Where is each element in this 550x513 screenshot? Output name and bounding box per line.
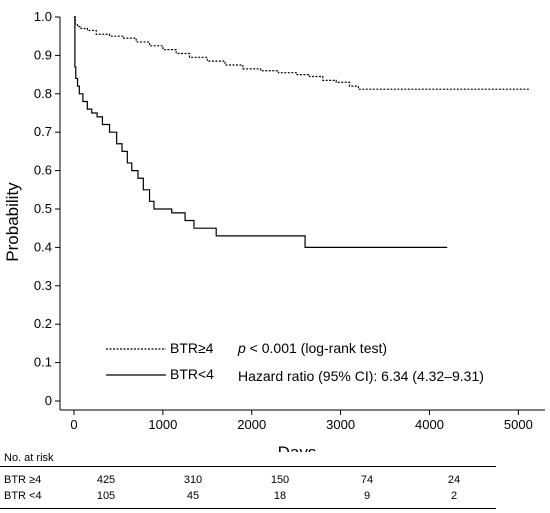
pvalue-text: < 0.001 (log-rank test)	[246, 340, 387, 356]
risk-cell: 9	[363, 490, 371, 502]
y-tick-label: 0.1	[34, 355, 52, 370]
x-tick-label: 3000	[326, 417, 355, 432]
x-tick-label: 2000	[237, 417, 266, 432]
y-tick-label: 0.4	[34, 239, 52, 254]
risk-table-top-rule	[0, 466, 496, 467]
risk-table: No. at risk BTR ≥4 425 310 150 74 24 BTR <4 105…	[0, 452, 550, 513]
y-tick-label: 1.0	[34, 9, 52, 24]
curves	[74, 16, 530, 248]
y-tick-label: 0.2	[34, 316, 52, 331]
y-tick-label: 0.8	[34, 86, 52, 101]
pvalue-symbol: p	[237, 340, 246, 356]
risk-table-title: No. at risk	[4, 452, 54, 464]
axes: 0 0.1 0.2 0.3 0.4 0.5 0.6 0.7 0.8 0.9 1.0 0 1000 2000…	[34, 9, 545, 432]
risk-cell: 2	[450, 490, 458, 502]
risk-cell: 105	[96, 490, 116, 502]
y-tick-label: 0.7	[34, 124, 52, 139]
annotations: p < 0.001 (log-rank test) Hazard ratio (…	[237, 340, 484, 384]
risk-cell: 425	[96, 474, 116, 486]
y-axis-title: Probability	[3, 182, 22, 262]
risk-cell: 24	[447, 474, 461, 486]
y-tick-label: 0	[45, 393, 52, 408]
x-axis-title: Days	[278, 443, 317, 452]
series-0-line	[74, 16, 530, 90]
y-tick-label: 0.9	[34, 47, 52, 62]
x-tick-label: 0	[70, 417, 77, 432]
pvalue-annotation: p < 0.001 (log-rank test)	[237, 340, 387, 356]
x-tick-label: 1000	[148, 417, 177, 432]
risk-cell: 310	[183, 474, 203, 486]
y-tick-label: 0.3	[34, 278, 52, 293]
legend: BTR≥4 BTR<4	[106, 340, 214, 382]
km-chart: 0 0.1 0.2 0.3 0.4 0.5 0.6 0.7 0.8 0.9 1.0 0 1000 2000…	[3, 9, 545, 452]
risk-cell: 74	[360, 474, 374, 486]
series-1-line	[74, 16, 448, 248]
legend-label-0: BTR≥4	[170, 340, 214, 356]
risk-table-bottom-rule	[0, 508, 496, 509]
y-tick-label: 0.5	[34, 201, 52, 216]
x-tick-label: 5000	[504, 417, 533, 432]
risk-cell: 18	[273, 490, 287, 502]
y-tick-label: 0.6	[34, 163, 52, 178]
legend-label-1: BTR<4	[170, 366, 214, 382]
risk-row-label: BTR ≥4	[4, 474, 42, 486]
risk-row-label: BTR <4	[4, 490, 42, 502]
risk-cell: 150	[270, 474, 290, 486]
hazard-ratio-annotation: Hazard ratio (95% CI): 6.34 (4.32–9.31)	[238, 368, 484, 384]
x-tick-label: 4000	[415, 417, 444, 432]
risk-cell: 45	[186, 490, 200, 502]
